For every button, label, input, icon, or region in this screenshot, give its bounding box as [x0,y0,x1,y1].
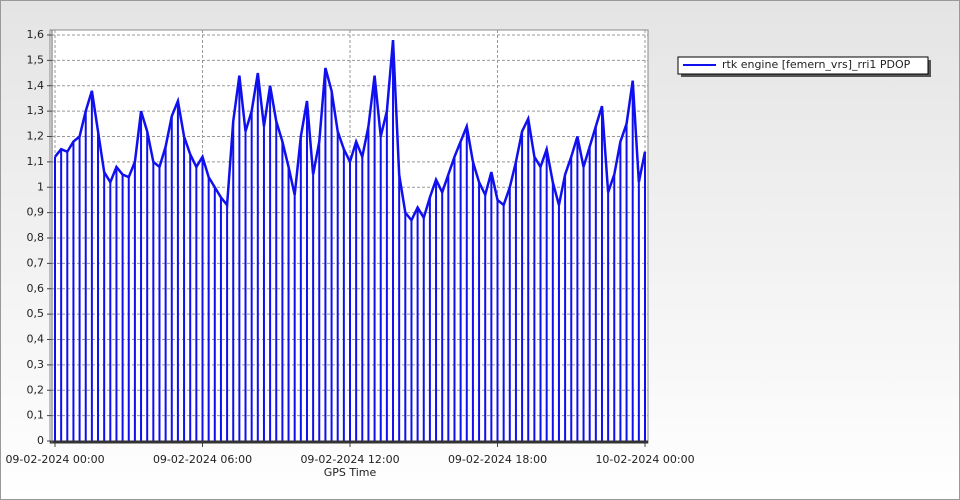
y-tick-label: 0,5 [27,307,45,320]
y-tick-label: 0,6 [27,282,45,295]
legend-label: rtk engine [femern_vrs]_rri1 PDOP [722,58,911,71]
y-tick-label: 1 [37,180,44,193]
x-tick-label: 09-02-2024 00:00 [5,453,104,466]
y-tick-label: 1,4 [27,79,45,92]
y-tick-label: 0,1 [27,409,45,422]
y-tick-label: 1,3 [27,104,45,117]
x-tick-label: 09-02-2024 18:00 [448,453,547,466]
y-tick-label: 1,1 [27,155,45,168]
y-tick-label: 0,4 [27,333,45,346]
x-tick-label: 09-02-2024 06:00 [153,453,252,466]
series-line [54,39,647,223]
legend-box [677,56,929,75]
y-tick-label: 1,5 [27,53,45,66]
y-tick-label: 0,7 [27,256,45,269]
y-tick-label: 1,2 [27,130,45,143]
y-tick-label: 1,6 [27,28,45,41]
y-tick-label: 0,9 [27,206,45,219]
y-tick-label: 0,8 [27,231,45,244]
y-tick-label: 0 [37,434,44,447]
y-tick-label: 0,3 [27,358,45,371]
x-axis-title: GPS Time [324,466,377,479]
x-tick-label: 10-02-2024 00:00 [595,453,694,466]
y-tick-label: 0,2 [27,383,45,396]
x-tick-label: 09-02-2024 12:00 [300,453,399,466]
